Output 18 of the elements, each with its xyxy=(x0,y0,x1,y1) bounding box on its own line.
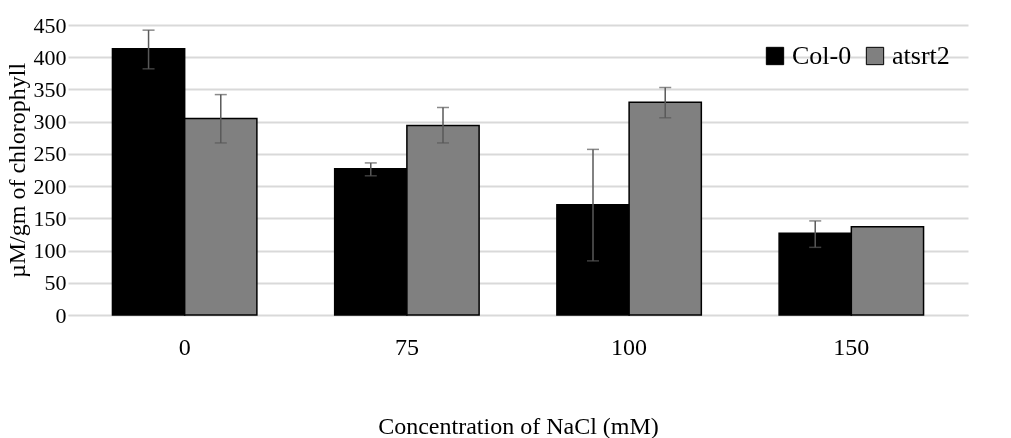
x-tick-label: 0 xyxy=(178,333,191,360)
y-tick-label: 250 xyxy=(33,141,67,167)
y-tick-label: 350 xyxy=(33,76,67,102)
y-tick-label: 450 xyxy=(33,12,67,38)
y-tick-label: 400 xyxy=(33,44,67,70)
y-tick-label: 150 xyxy=(33,205,67,231)
y-tick-label: 0 xyxy=(55,302,67,328)
y-tick-label: 100 xyxy=(33,238,67,264)
y-tick-label: 300 xyxy=(33,109,67,135)
legend-label: Col-0 xyxy=(792,41,852,70)
x-tick-label: 150 xyxy=(833,333,870,360)
y-axis-title: µM/gm of chlorophyll xyxy=(3,62,30,279)
legend-label: atsrt2 xyxy=(892,41,950,70)
y-tick-label: 50 xyxy=(44,270,67,296)
x-tick-label: 100 xyxy=(611,333,648,360)
x-tick-label: 75 xyxy=(394,333,419,360)
x-axis-title: Concentration of NaCl (mM) xyxy=(378,412,659,438)
y-tick-label: 200 xyxy=(33,173,67,199)
